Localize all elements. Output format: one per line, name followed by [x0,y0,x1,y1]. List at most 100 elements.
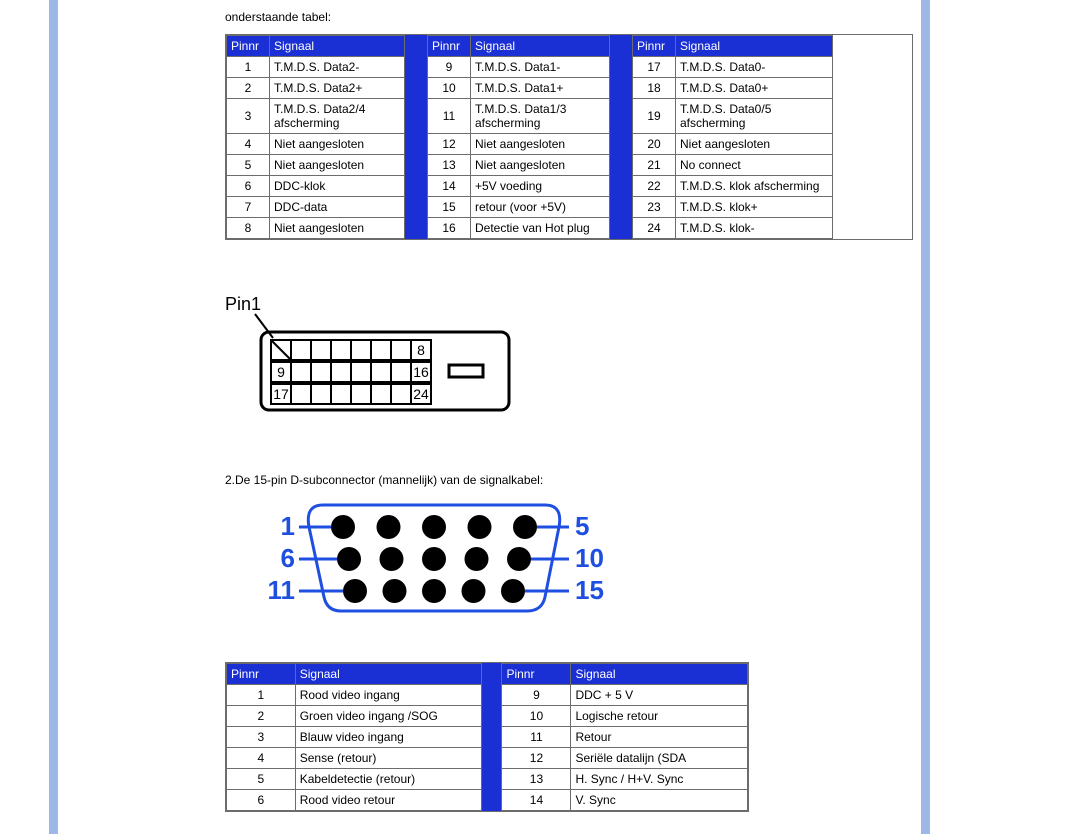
table-row: 15retour (voor +5V) [428,197,610,218]
th-pin: Pinnr [428,36,471,57]
cell-signal: Rood video retour [295,790,481,811]
th-signal: Signaal [471,36,610,57]
table-row: 12Niet aangesloten [428,134,610,155]
cell-pin: 1 [227,57,270,78]
table-row: 3T.M.D.S. Data2/4 afscherming [227,99,405,134]
cell-pin: 10 [502,706,571,727]
th-signal: Signaal [571,664,748,685]
table-row: 10Logische retour [502,706,748,727]
cell-pin: 24 [633,218,676,239]
th-pin: Pinnr [227,36,270,57]
page: onderstaande tabel: Pinnr Signaal 1T.M.D… [0,0,1080,834]
cell-pin: 3 [227,727,296,748]
dvi-diagram: Pin1 8 9 16 17 24 [225,290,913,433]
cell-signal: DDC + 5 V [571,685,748,706]
dvi-num-17: 17 [273,386,289,402]
cell-signal: Niet aangesloten [270,155,405,176]
cell-signal: Sense (retour) [295,748,481,769]
pin-tables-top: Pinnr Signaal 1T.M.D.S. Data2-2T.M.D.S. … [225,34,913,240]
cell-signal: T.M.D.S. Data2+ [270,78,405,99]
cell-pin: 2 [227,78,270,99]
th-signal: Signaal [676,36,833,57]
table-row: 2Groen video ingang /SOG [227,706,482,727]
table-row: 2T.M.D.S. Data2+ [227,78,405,99]
table-row: 21No connect [633,155,833,176]
content-area: onderstaande tabel: Pinnr Signaal 1T.M.D… [225,0,913,812]
cell-pin: 13 [428,155,471,176]
cell-signal: Retour [571,727,748,748]
table-row: 3Blauw video ingang [227,727,482,748]
pin-tables-bottom: Pinnr Signaal 1Rood video ingang2Groen v… [225,662,749,812]
vga-num: 1 [281,511,295,541]
cell-pin: 5 [227,769,296,790]
table-row: 4Niet aangesloten [227,134,405,155]
cell-pin: 18 [633,78,676,99]
cell-pin: 4 [227,748,296,769]
cell-signal: +5V voeding [471,176,610,197]
pin-table-3: Pinnr Signaal 17T.M.D.S. Data0-18T.M.D.S… [632,35,833,239]
cell-pin: 14 [428,176,471,197]
cell-signal: Rood video ingang [295,685,481,706]
cell-pin: 2 [227,706,296,727]
dvi-pin1-label: Pin1 [225,294,261,314]
th-pin: Pinnr [227,664,296,685]
cell-signal: T.M.D.S. Data1- [471,57,610,78]
cell-pin: 12 [502,748,571,769]
th-pin: Pinnr [633,36,676,57]
cell-signal: Niet aangesloten [471,155,610,176]
vga-num: 10 [575,543,604,573]
cell-pin: 1 [227,685,296,706]
th-signal: Signaal [270,36,405,57]
vga-num: 5 [575,511,589,541]
cell-pin: 3 [227,99,270,134]
table-row: 4Sense (retour) [227,748,482,769]
table-row: 13H. Sync / H+V. Sync [502,769,748,790]
pin-table-2: Pinnr Signaal 9T.M.D.S. Data1-10T.M.D.S.… [427,35,610,239]
dvi-num-9: 9 [277,364,285,380]
cell-pin: 11 [428,99,471,134]
cell-signal: T.M.D.S. Data0- [676,57,833,78]
table-row: 1Rood video ingang [227,685,482,706]
table-row: 17T.M.D.S. Data0- [633,57,833,78]
table-row: 9T.M.D.S. Data1- [428,57,610,78]
table-row: 8Niet aangesloten [227,218,405,239]
cell-pin: 9 [502,685,571,706]
cell-signal: Blauw video ingang [295,727,481,748]
cell-pin: 16 [428,218,471,239]
cell-pin: 10 [428,78,471,99]
cell-signal: Niet aangesloten [270,134,405,155]
cell-signal: Groen video ingang /SOG [295,706,481,727]
th-signal: Signaal [295,664,481,685]
cell-pin: 7 [227,197,270,218]
cell-pin: 4 [227,134,270,155]
table-row: 16Detectie van Hot plug [428,218,610,239]
cell-signal: V. Sync [571,790,748,811]
cell-signal: Kabeldetectie (retour) [295,769,481,790]
cell-pin: 15 [428,197,471,218]
table-row: 10T.M.D.S. Data1+ [428,78,610,99]
cell-signal: T.M.D.S. Data1/3 afscherming [471,99,610,134]
cell-pin: 12 [428,134,471,155]
table-spacer [610,35,632,239]
table-row: 11T.M.D.S. Data1/3 afscherming [428,99,610,134]
cell-signal: Niet aangesloten [270,218,405,239]
cell-pin: 6 [227,176,270,197]
sidebar-right [921,0,930,834]
cell-pin: 9 [428,57,471,78]
cell-signal: Detectie van Hot plug [471,218,610,239]
table-row: 6DDC-klok [227,176,405,197]
cell-signal: T.M.D.S. Data2/4 afscherming [270,99,405,134]
table-row: 1T.M.D.S. Data2- [227,57,405,78]
cell-signal: T.M.D.S. Data0+ [676,78,833,99]
table-spacer [482,663,501,811]
table-row: 24T.M.D.S. klok- [633,218,833,239]
cell-signal: T.M.D.S. Data0/5 afscherming [676,99,833,134]
table-row: 23T.M.D.S. klok+ [633,197,833,218]
table-row: 5Kabeldetectie (retour) [227,769,482,790]
vga-num: 15 [575,575,604,605]
subconnector-text: 2.De 15-pin D-subconnector (mannelijk) v… [225,473,913,487]
table-row: 6Rood video retour [227,790,482,811]
table-spacer [405,35,427,239]
cell-pin: 19 [633,99,676,134]
cell-pin: 5 [227,155,270,176]
